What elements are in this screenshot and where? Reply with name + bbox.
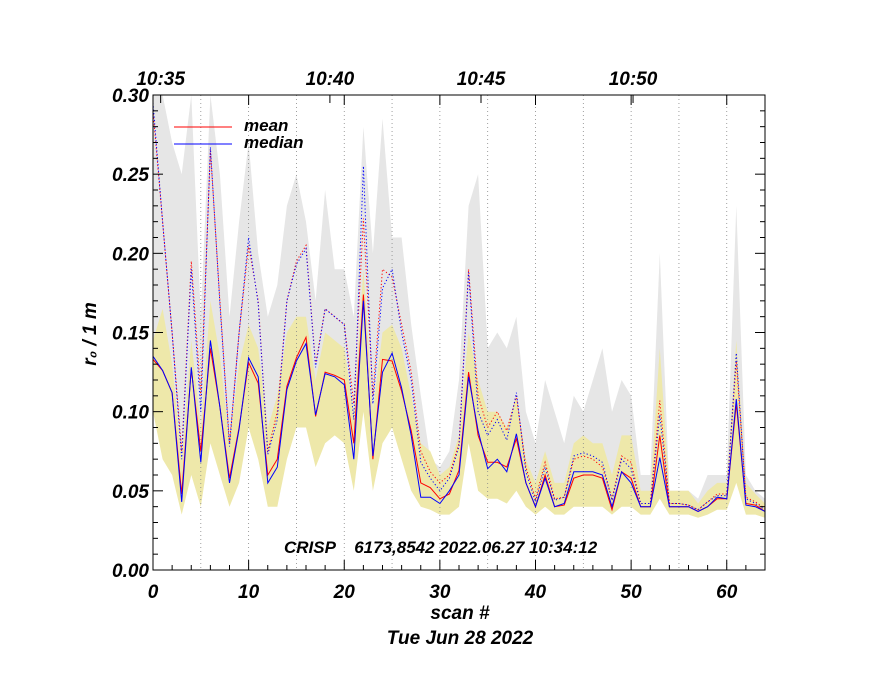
series-lines xyxy=(152,102,766,512)
y-tick-label-0.20: 0.20 xyxy=(112,244,149,265)
series-median xyxy=(152,300,766,512)
date-label: Tue Jun 28 2022 xyxy=(387,628,534,649)
x-tick-label-50: 50 xyxy=(621,582,643,603)
x-tick-label-30: 30 xyxy=(429,582,451,603)
x-tick-label-10: 10 xyxy=(238,582,260,603)
annotation: CRISP 6173,8542 2022.06.27 10:34:12 xyxy=(284,538,598,557)
legend-median-label: median xyxy=(244,133,304,152)
top-tick-label: 10:45 xyxy=(457,69,506,90)
axis-ticks xyxy=(152,94,766,571)
top-tick-label: 10:40 xyxy=(306,69,355,90)
y-axis-label: r₀ / 1 m xyxy=(80,302,101,366)
y-tick-label-0.00: 0.00 xyxy=(112,561,149,582)
y-tick-label-0.30: 0.30 xyxy=(112,86,149,107)
x-tick-label-40: 40 xyxy=(524,582,547,603)
tick-labels: 0 10 20 30 40 50 60 10:35 10:40 10:45 10:50 0.00 0.0… xyxy=(112,69,738,603)
y-tick-label-0.15: 0.15 xyxy=(112,324,149,345)
x-tick-label-20: 20 xyxy=(333,582,356,603)
x-tick-label-60: 60 xyxy=(716,582,738,603)
range-bands xyxy=(153,95,765,518)
series-median-max xyxy=(152,102,766,511)
y-tick-label-0.25: 0.25 xyxy=(112,165,149,186)
x-axis-label: scan # xyxy=(430,603,490,624)
y-tick-label-0.05: 0.05 xyxy=(112,482,149,503)
x-tick-label-0: 0 xyxy=(148,582,159,603)
legend: mean median xyxy=(174,116,304,152)
legend-mean-label: mean xyxy=(244,116,288,135)
band-max-range xyxy=(153,95,765,515)
top-tick-label: 10:50 xyxy=(609,69,658,90)
top-tick-label: 10:35 xyxy=(136,69,185,90)
band-min-max-range xyxy=(153,269,765,518)
y-tick-label-0.10: 0.10 xyxy=(112,403,149,424)
